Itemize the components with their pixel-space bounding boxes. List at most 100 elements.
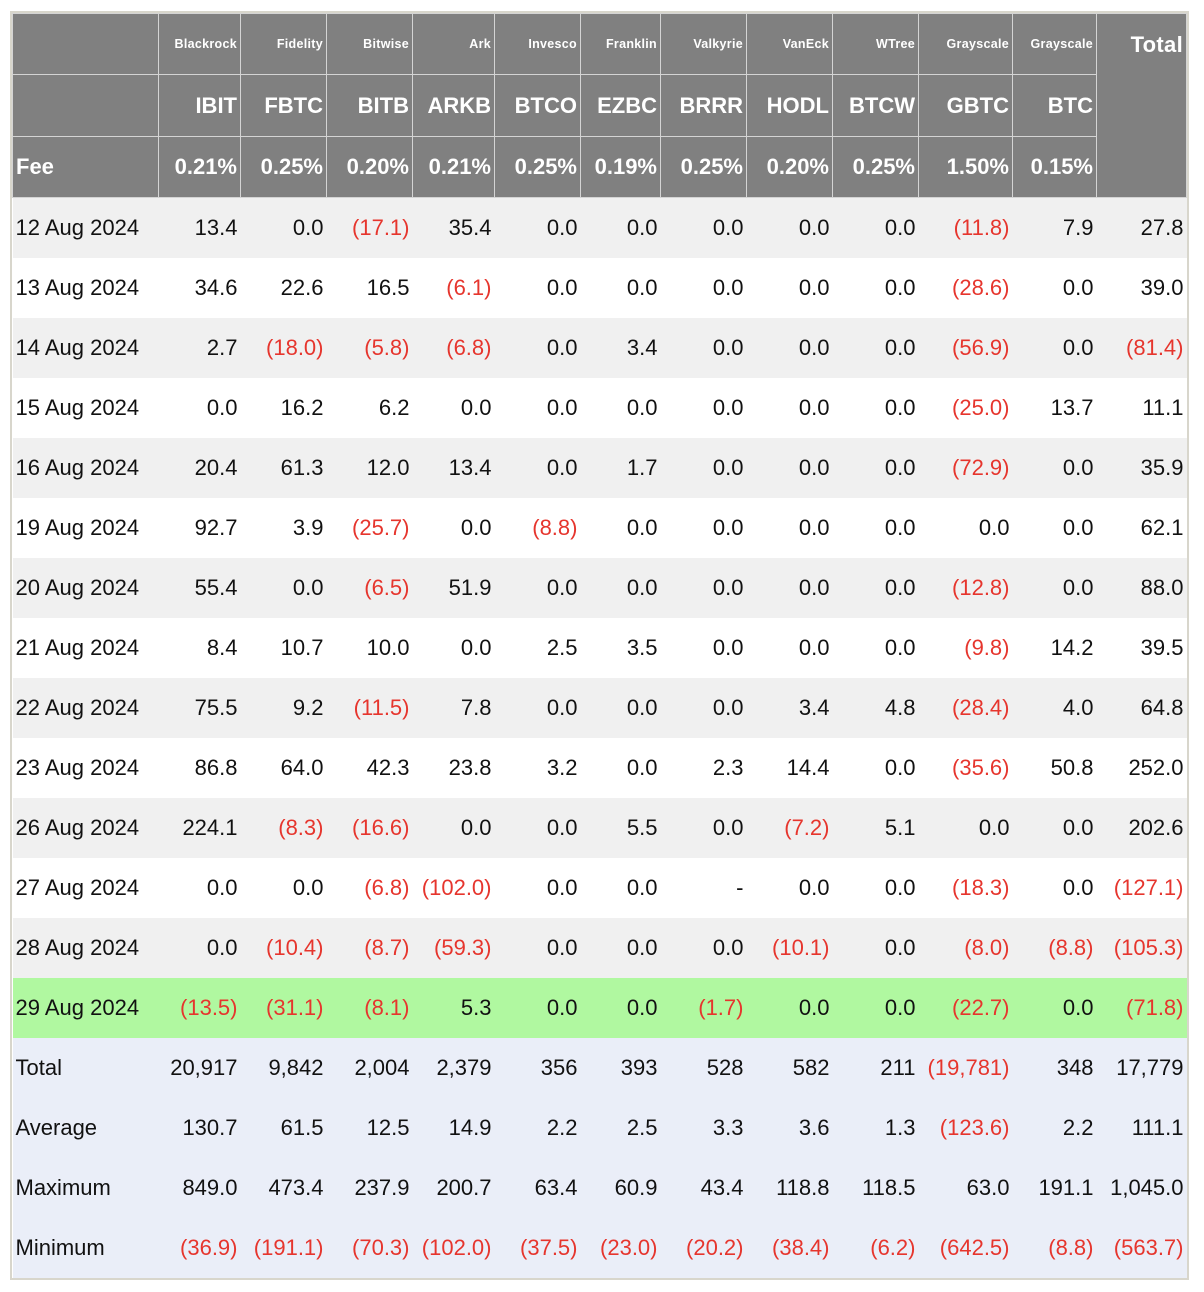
flow-cell: (8.8) <box>494 498 581 558</box>
summary-cell: 356 <box>494 1038 581 1098</box>
flow-cell: 2.5 <box>494 618 581 678</box>
flow-cell: 0.0 <box>918 498 1013 558</box>
flow-cell: (11.5) <box>326 678 413 738</box>
flow-cell: 75.5 <box>158 678 241 738</box>
flow-cell: 0.0 <box>660 258 747 318</box>
flow-cell: 0.0 <box>832 438 919 498</box>
flow-cell: 50.8 <box>1012 738 1097 798</box>
flow-cell: 55.4 <box>158 558 241 618</box>
flow-cell: 0.0 <box>746 258 833 318</box>
flow-cell: 51.9 <box>412 558 495 618</box>
flow-cell: 0.0 <box>832 197 919 258</box>
flow-cell: 5.3 <box>412 978 495 1038</box>
table-row: 16 Aug 2024 20.4 61.3 12.0 13.4 0.0 1.7 0.0 0.0 0… <box>12 438 1187 498</box>
flow-cell: 20.4 <box>158 438 241 498</box>
flow-cell: (9.8) <box>918 618 1013 678</box>
row-date: 15 Aug 2024 <box>12 378 159 438</box>
flow-cell: 7.9 <box>1012 197 1097 258</box>
issuer-header: WTree <box>832 13 919 75</box>
flow-cell: 7.8 <box>412 678 495 738</box>
flow-cell: 0.0 <box>746 318 833 378</box>
fee-value: 0.20% <box>326 136 413 198</box>
total-column-header: Total <box>1096 13 1187 198</box>
summary-cell: 200.7 <box>412 1158 495 1218</box>
summary-row-minimum: Minimum (36.9) (191.1) (70.3) (102.0) (37.5)(… <box>12 1218 1187 1278</box>
summary-cell: (70.3) <box>326 1218 413 1278</box>
row-date: 21 Aug 2024 <box>12 618 159 678</box>
fee-value: 0.25% <box>832 136 919 198</box>
flow-cell: (28.4) <box>918 678 1013 738</box>
row-date: 28 Aug 2024 <box>12 918 159 978</box>
row-date: 19 Aug 2024 <box>12 498 159 558</box>
flow-cell: 0.0 <box>1012 558 1097 618</box>
ticker-header: BTC <box>1012 74 1097 137</box>
flow-cell: 0.0 <box>832 498 919 558</box>
flow-cell: (13.5) <box>158 978 241 1038</box>
flow-cell: (17.1) <box>326 197 413 258</box>
flow-cell: 61.3 <box>240 438 327 498</box>
row-date: 23 Aug 2024 <box>12 738 159 798</box>
summary-cell: 528 <box>660 1038 747 1098</box>
corner-cell <box>12 13 159 75</box>
flow-cell: 0.0 <box>1012 978 1097 1038</box>
flow-cell: 0.0 <box>580 558 661 618</box>
summary-cell: 61.5 <box>240 1098 327 1158</box>
table-row: 15 Aug 2024 0.0 16.2 6.2 0.0 0.0 0.0 0.0 0.0 0.0(… <box>12 378 1187 438</box>
flow-cell: (11.8) <box>918 197 1013 258</box>
ticker-header: ARKB <box>412 74 495 137</box>
flow-cell: 0.0 <box>1012 498 1097 558</box>
flow-cell: 0.0 <box>746 558 833 618</box>
flow-cell: 3.9 <box>240 498 327 558</box>
flow-cell: 0.0 <box>580 918 661 978</box>
summary-cell: 393 <box>580 1038 661 1098</box>
flow-cell: 0.0 <box>832 318 919 378</box>
flow-cell: 3.2 <box>494 738 581 798</box>
summary-cell: 130.7 <box>158 1098 241 1158</box>
summary-cell: 14.9 <box>412 1098 495 1158</box>
summary-cell: 191.1 <box>1012 1158 1097 1218</box>
flow-cell: 0.0 <box>746 197 833 258</box>
row-date: 22 Aug 2024 <box>12 678 159 738</box>
row-date: 13 Aug 2024 <box>12 258 159 318</box>
fee-value: 0.20% <box>746 136 833 198</box>
summary-cell: 2,004 <box>326 1038 413 1098</box>
summary-label: Average <box>12 1098 159 1158</box>
flow-cell: (8.1) <box>326 978 413 1038</box>
ticker-header: GBTC <box>918 74 1013 137</box>
flow-cell: 16.5 <box>326 258 413 318</box>
flow-cell: (35.6) <box>918 738 1013 798</box>
summary-cell: 3.6 <box>746 1098 833 1158</box>
flow-cell: 13.4 <box>412 438 495 498</box>
fee-label: Fee <box>12 136 159 198</box>
issuer-header: Grayscale <box>918 13 1013 75</box>
fee-value: 0.21% <box>158 136 241 198</box>
flow-cell: (16.6) <box>326 798 413 858</box>
flow-cell: 9.2 <box>240 678 327 738</box>
flow-cell: (25.0) <box>918 378 1013 438</box>
flow-cell: (8.0) <box>918 918 1013 978</box>
table-row: 19 Aug 2024 92.7 3.9 (25.7) 0.0 (8.8) 0.0 0.0 0.… <box>12 498 1187 558</box>
ticker-header: BRRR <box>660 74 747 137</box>
flow-cell: - <box>660 858 747 918</box>
flow-cell: 0.0 <box>832 258 919 318</box>
flow-cell: (18.3) <box>918 858 1013 918</box>
fee-value: 0.25% <box>240 136 327 198</box>
fee-value: 0.15% <box>1012 136 1097 198</box>
flow-cell: 0.0 <box>1012 318 1097 378</box>
fee-value: 0.25% <box>494 136 581 198</box>
issuer-header: Valkyrie <box>660 13 747 75</box>
flow-cell: 0.0 <box>660 197 747 258</box>
summary-cell: 118.8 <box>746 1158 833 1218</box>
flow-cell: (56.9) <box>918 318 1013 378</box>
summary-cell: 2,379 <box>412 1038 495 1098</box>
table-row: 22 Aug 2024 75.5 9.2 (11.5) 7.8 0.0 0.0 0.0 3.4 4… <box>12 678 1187 738</box>
flow-cell: (8.3) <box>240 798 327 858</box>
row-total-cell: (71.8) <box>1096 978 1187 1038</box>
flow-cell: (6.8) <box>412 318 495 378</box>
summary-cell: 473.4 <box>240 1158 327 1218</box>
ticker-header: EZBC <box>580 74 661 137</box>
summary-cell: 348 <box>1012 1038 1097 1098</box>
flow-cell: 1.7 <box>580 438 661 498</box>
flow-cell: (7.2) <box>746 798 833 858</box>
flow-cell: 0.0 <box>660 618 747 678</box>
